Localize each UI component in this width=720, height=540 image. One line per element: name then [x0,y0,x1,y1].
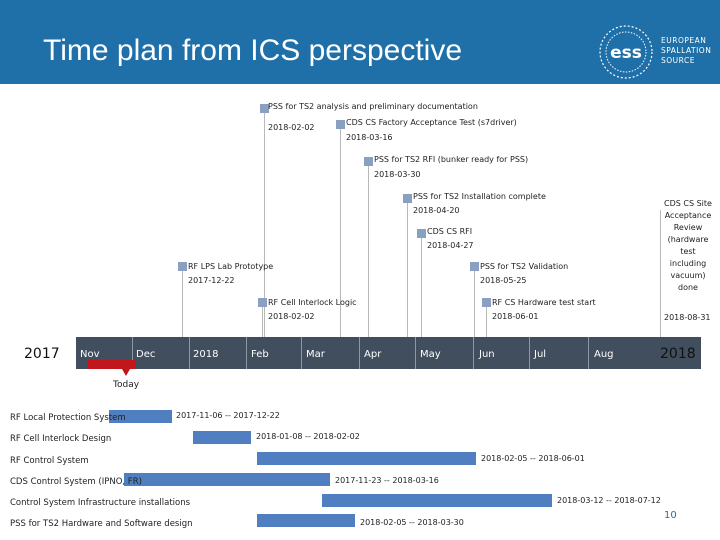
milestone-line [340,126,341,337]
milestone-marker [482,298,491,307]
milestone-marker [364,157,373,166]
month-tick [529,337,530,369]
slide-header: Time plan from ICS perspective ess EUROP… [0,0,720,84]
month-label: Feb [251,349,269,360]
milestone-name: RF LPS Lab Prototype [188,262,274,271]
month-tick [132,337,133,369]
milestone-line [660,210,661,337]
task-range: 2017-11-23 -- 2018-03-16 [335,476,439,485]
milestone-date: 2018-08-31 [664,313,711,322]
month-tick [359,337,360,369]
milestone-name: RF CS Hardware test start [492,298,596,307]
task-range: 2018-02-05 -- 2018-03-30 [360,518,464,527]
today-marker [88,360,136,369]
month-label: Mar [306,349,325,360]
milestone-line [368,162,369,337]
task-range: 2018-03-12 -- 2018-07-12 [557,496,661,505]
task-bar [322,494,552,507]
milestone-date: 2018-03-30 [374,170,421,179]
today-label: Today [113,380,140,390]
milestone-date: 2018-06-01 [492,312,539,321]
milestone-name: CDS CS Site Acceptance Review (hardware … [664,199,712,292]
logo-line: SOURCE [661,56,695,65]
month-tick [246,337,247,369]
milestone-name: PSS for TS2 Validation [480,262,569,271]
today-pointer-icon [122,369,130,376]
page-number: 10 [664,510,677,521]
month-tick [301,337,302,369]
timeline-start-year: 2017 [24,346,60,362]
logo-line: SPALLATION [661,46,712,55]
month-label: Jun [479,349,495,360]
milestone-date: 2018-05-25 [480,276,527,285]
milestone-line [264,110,265,337]
task-range: 2018-01-08 -- 2018-02-02 [256,432,360,441]
milestone-name: RF Cell Interlock Logic [268,298,357,307]
month-tick [473,337,474,369]
milestone-name: CDS CS Factory Acceptance Test (s7driver… [346,118,517,127]
milestone-date: 2018-02-02 [268,123,315,132]
milestone-line [407,200,408,337]
month-tick [189,337,190,369]
task-range: 2018-02-05 -- 2018-06-01 [481,454,585,463]
task-bar [257,514,355,527]
milestone-line [262,304,263,337]
month-label: Apr [364,349,382,360]
milestone-line [182,268,183,337]
month-label: 2018 [193,349,219,360]
month-tick [588,337,589,369]
timeline-end-year: 2018 [660,346,696,362]
milestone-line [421,236,422,337]
milestone-marker [258,298,267,307]
milestone-name: PSS for TS2 Installation complete [413,192,546,201]
logo-line: EUROPEAN [661,36,707,45]
logo-mark-text: ess [610,43,642,63]
month-label: Jul [534,349,547,360]
milestone-marker [260,104,269,113]
month-label: Nov [80,349,100,360]
task-bar [124,473,330,486]
milestone-date: 2018-03-16 [346,133,393,142]
task-range: 2017-11-06 -- 2017-12-22 [176,411,280,420]
month-label: Aug [594,349,614,360]
milestone-marker [470,262,479,271]
month-label: May [420,349,441,360]
month-tick [415,337,416,369]
task-name: PSS for TS2 Hardware and Software design [10,519,193,529]
slide-title: Time plan from ICS perspective [43,34,463,67]
milestone-date: 2018-04-27 [427,241,474,250]
task-bar [257,452,476,465]
task-name: CDS Control System (IPNO, FR) [10,477,142,487]
milestone-date: 2017-12-22 [188,276,235,285]
ess-logo-icon: ess [599,25,653,79]
timeline-bar [76,337,701,369]
task-name: RF Control System [10,456,89,466]
milestone-line [486,304,487,337]
milestone-marker [336,120,345,129]
milestone-marker [417,229,426,238]
logo-text: EUROPEAN SPALLATION SOURCE [661,36,711,66]
milestone-line [474,268,475,337]
task-bar [109,410,172,423]
task-name: RF Cell Interlock Design [10,434,112,444]
milestone-name: PSS for TS2 analysis and preliminary doc… [268,102,478,111]
milestone-marker [403,194,412,203]
milestone-marker [178,262,187,271]
milestone-name: CDS CS RFI [427,227,473,236]
task-bar [193,431,251,444]
milestone-date: 2018-02-02 [268,312,315,321]
task-name: Control System Infrastructure installati… [10,498,191,508]
milestone-name: PSS for TS2 RFI (bunker ready for PSS) [374,155,529,164]
month-label: Dec [136,349,156,360]
milestone-date: 2018-04-20 [413,206,460,215]
task-name: RF Local Protection System [10,413,126,423]
